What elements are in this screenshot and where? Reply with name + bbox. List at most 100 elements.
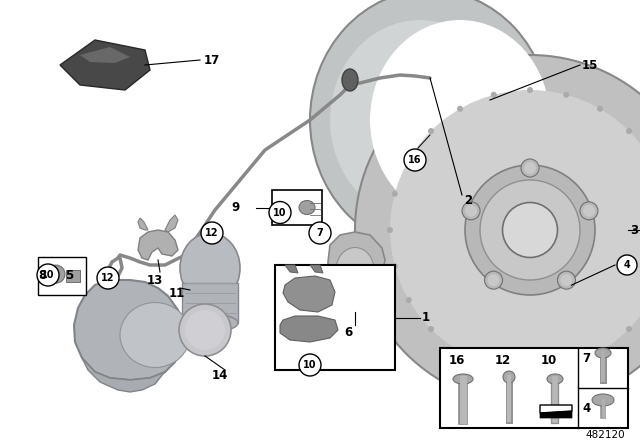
Ellipse shape xyxy=(342,69,358,91)
Circle shape xyxy=(563,362,569,368)
Polygon shape xyxy=(283,276,335,312)
Text: 17: 17 xyxy=(204,53,220,66)
Circle shape xyxy=(299,354,321,376)
Circle shape xyxy=(491,362,497,368)
Circle shape xyxy=(97,267,119,289)
Text: 4: 4 xyxy=(582,401,590,414)
Text: 2: 2 xyxy=(464,194,472,207)
Polygon shape xyxy=(310,265,323,273)
Polygon shape xyxy=(165,215,178,232)
Polygon shape xyxy=(138,230,178,260)
Ellipse shape xyxy=(120,302,190,367)
Ellipse shape xyxy=(524,162,536,174)
Ellipse shape xyxy=(185,310,225,350)
Ellipse shape xyxy=(592,394,614,406)
Ellipse shape xyxy=(182,314,238,332)
Ellipse shape xyxy=(557,271,575,289)
Text: 6: 6 xyxy=(344,326,352,339)
Ellipse shape xyxy=(310,0,550,250)
Polygon shape xyxy=(285,265,298,273)
Circle shape xyxy=(428,128,434,134)
Ellipse shape xyxy=(47,265,65,283)
Ellipse shape xyxy=(180,233,240,303)
Text: 12: 12 xyxy=(101,273,115,283)
Text: 12: 12 xyxy=(205,228,219,238)
Ellipse shape xyxy=(375,38,525,202)
Circle shape xyxy=(527,87,533,93)
Ellipse shape xyxy=(336,247,374,293)
Text: 482120: 482120 xyxy=(586,430,625,440)
Ellipse shape xyxy=(484,271,502,289)
Circle shape xyxy=(491,92,497,98)
Text: 14: 14 xyxy=(212,369,228,382)
Polygon shape xyxy=(82,358,165,392)
Text: 16: 16 xyxy=(408,155,422,165)
Ellipse shape xyxy=(480,180,580,280)
Text: 10: 10 xyxy=(273,207,287,217)
Circle shape xyxy=(201,222,223,244)
Polygon shape xyxy=(380,175,420,220)
Ellipse shape xyxy=(330,20,510,220)
Circle shape xyxy=(597,106,603,112)
Text: 8: 8 xyxy=(38,268,46,281)
Ellipse shape xyxy=(547,374,563,384)
Text: 10: 10 xyxy=(41,270,55,280)
Polygon shape xyxy=(80,47,130,63)
Bar xyxy=(182,283,238,323)
Circle shape xyxy=(597,348,603,354)
Ellipse shape xyxy=(521,159,539,177)
Ellipse shape xyxy=(355,55,640,405)
Ellipse shape xyxy=(503,371,515,383)
Circle shape xyxy=(269,202,291,224)
Circle shape xyxy=(406,157,412,163)
Ellipse shape xyxy=(583,205,595,217)
Polygon shape xyxy=(540,405,572,413)
Circle shape xyxy=(626,326,632,332)
Circle shape xyxy=(406,297,412,303)
Ellipse shape xyxy=(488,274,500,286)
Text: 10: 10 xyxy=(541,353,557,366)
Polygon shape xyxy=(60,40,150,90)
Text: 12: 12 xyxy=(495,353,511,366)
Text: 7: 7 xyxy=(582,352,590,365)
Bar xyxy=(272,190,322,225)
Circle shape xyxy=(404,149,426,171)
Ellipse shape xyxy=(390,90,640,370)
Circle shape xyxy=(563,92,569,98)
Text: 16: 16 xyxy=(449,353,465,366)
Bar xyxy=(275,265,395,370)
Circle shape xyxy=(626,128,632,134)
Text: 10: 10 xyxy=(303,360,317,370)
Circle shape xyxy=(37,264,59,286)
Ellipse shape xyxy=(179,304,231,356)
Bar xyxy=(66,270,80,282)
Ellipse shape xyxy=(453,374,473,384)
Ellipse shape xyxy=(370,20,550,220)
Circle shape xyxy=(617,255,637,275)
Text: 4: 4 xyxy=(623,260,630,270)
Text: 13: 13 xyxy=(147,273,163,287)
Ellipse shape xyxy=(595,348,611,358)
Text: 5: 5 xyxy=(65,268,73,281)
Ellipse shape xyxy=(465,165,595,295)
Text: 11: 11 xyxy=(169,287,185,300)
Text: 3: 3 xyxy=(630,224,638,237)
Polygon shape xyxy=(280,316,338,342)
Polygon shape xyxy=(328,232,385,312)
Polygon shape xyxy=(138,218,148,230)
Circle shape xyxy=(457,106,463,112)
Ellipse shape xyxy=(465,205,477,217)
Ellipse shape xyxy=(502,202,557,258)
Text: 15: 15 xyxy=(582,59,598,72)
Bar xyxy=(410,140,590,260)
Circle shape xyxy=(392,191,398,197)
Circle shape xyxy=(527,367,533,373)
Circle shape xyxy=(457,348,463,354)
Bar xyxy=(38,257,86,295)
Ellipse shape xyxy=(462,202,480,220)
Ellipse shape xyxy=(299,201,315,215)
Bar xyxy=(440,348,628,428)
Circle shape xyxy=(387,227,393,233)
Ellipse shape xyxy=(580,202,598,220)
Circle shape xyxy=(392,263,398,269)
